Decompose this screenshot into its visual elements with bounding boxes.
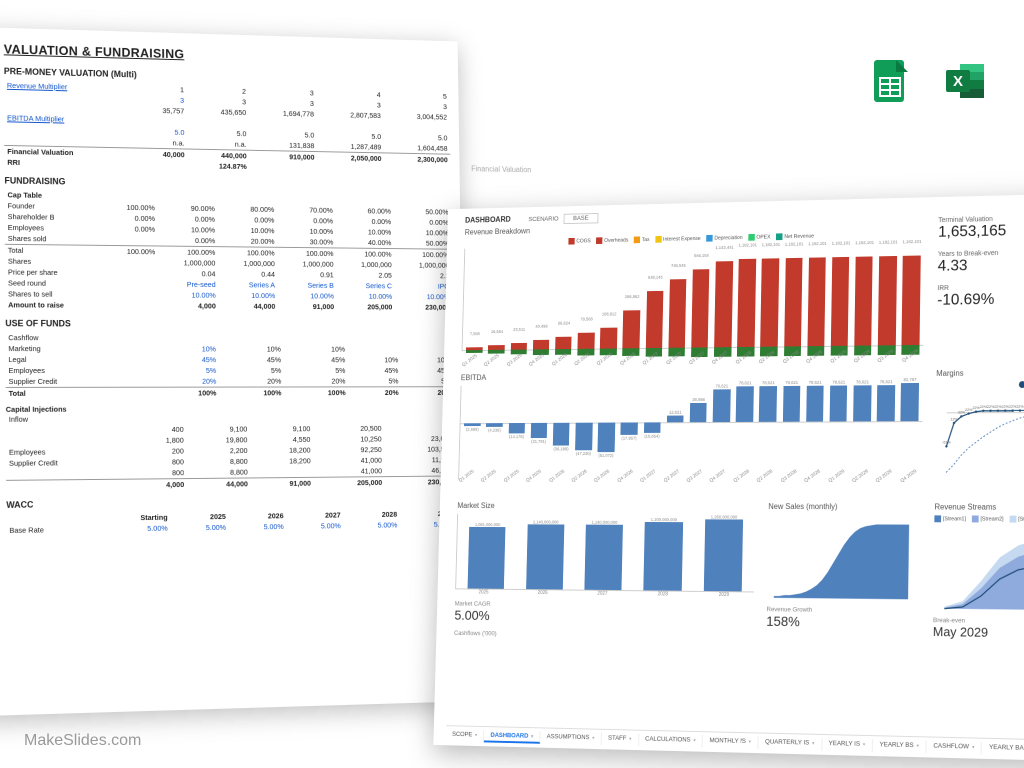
tab-yearly-balance[interactable]: YEARLY BALANCE <box>982 742 1024 757</box>
newsales-panel: New Sales (monthly) Revenue Growth158% <box>766 502 921 631</box>
revstreams-panel: Revenue Streams [Stream1][Stream2][Strea… <box>933 503 1024 634</box>
ebitda-panel: EBITDA (2,699)(4,236)(14,178)(21,781)(36… <box>458 369 923 496</box>
svg-text:-51%: -51% <box>942 440 951 444</box>
wacc-heading: WACC <box>6 495 455 510</box>
cap-inj-table: Inflow 4009,1009,10020,500 1,80019,8004,… <box>6 412 456 492</box>
sheet-title: VALUATION & FUNDRAISING <box>4 42 449 69</box>
use-of-funds-table: Cashflow Marketing10%10%10% Legal45%45%4… <box>5 332 454 399</box>
wacc-table: Starting20252026202720282029 Base Rate5.… <box>6 508 456 536</box>
svg-text:X: X <box>953 73 963 90</box>
cashbalance-label: Cash Balance <box>932 637 1024 680</box>
watermark: MakeSlides.com <box>24 732 141 750</box>
sheet-tabs: SCOPEDASHBOARDASSUMPTIONSSTAFFCALCULATIO… <box>446 725 1024 757</box>
revenue-bars: 7,568 16,554 23,511 40,499 56,624 79,568… <box>462 239 925 351</box>
margins-panel: Margins Gross MarginNet Margin -51%12%32… <box>935 368 1024 497</box>
tab-monthly-is[interactable]: MONTHLY IS <box>703 735 759 749</box>
tab-cashflow[interactable]: CASHFLOW <box>927 740 983 754</box>
revstreams-chart <box>933 524 1024 615</box>
svg-text:12%: 12% <box>950 417 958 421</box>
revenue-breakdown-panel: Revenue Breakdown COGSOverheadsTaxIntere… <box>461 218 925 368</box>
app-icons: X <box>868 58 988 104</box>
dashboard-sheet: DASHBOARD SCENARIO BASE Revenue Breakdow… <box>433 193 1024 762</box>
tab-dashboard[interactable]: DASHBOARD <box>484 730 540 744</box>
google-sheets-icon <box>868 58 914 104</box>
tab-quarterly-is[interactable]: QUARTERLY IS <box>758 736 822 750</box>
tab-yearly-is[interactable]: YEARLY IS <box>822 738 873 752</box>
premoney-table: Revenue Multiplier 12345 33333 35,757435… <box>4 80 451 176</box>
use-of-funds-heading: USE OF FUNDS <box>5 318 453 330</box>
market-panel: Market Size 1,081,000,0001,140,000,0001,… <box>454 501 755 628</box>
excel-icon: X <box>942 58 988 104</box>
tab-assumptions[interactable]: ASSUMPTIONS <box>540 731 602 745</box>
cap-table: Cap Table Founder100.00%90.00%80.00%70.0… <box>5 189 453 312</box>
tab-yearly-bs[interactable]: YEARLY BS <box>873 739 927 753</box>
tab-calculations[interactable]: CALCULATIONS <box>639 734 704 748</box>
cashflows-label: Cashflows ('000) <box>453 630 753 673</box>
newsales-chart <box>767 515 921 604</box>
valuation-sheet: VALUATION & FUNDRAISING PRE-MONEY VALUAT… <box>0 27 468 717</box>
scenario-select[interactable]: BASE <box>563 213 598 224</box>
tab-scope[interactable]: SCOPE <box>446 729 485 742</box>
margins-chart: -51%12%32%22%22%22%22%22%22%22%22%18%11%… <box>935 389 1024 479</box>
tab-staff[interactable]: STAFF <box>602 733 639 747</box>
kpi-panel: Terminal Valuation1,653,165 Years to Bre… <box>936 214 1024 364</box>
